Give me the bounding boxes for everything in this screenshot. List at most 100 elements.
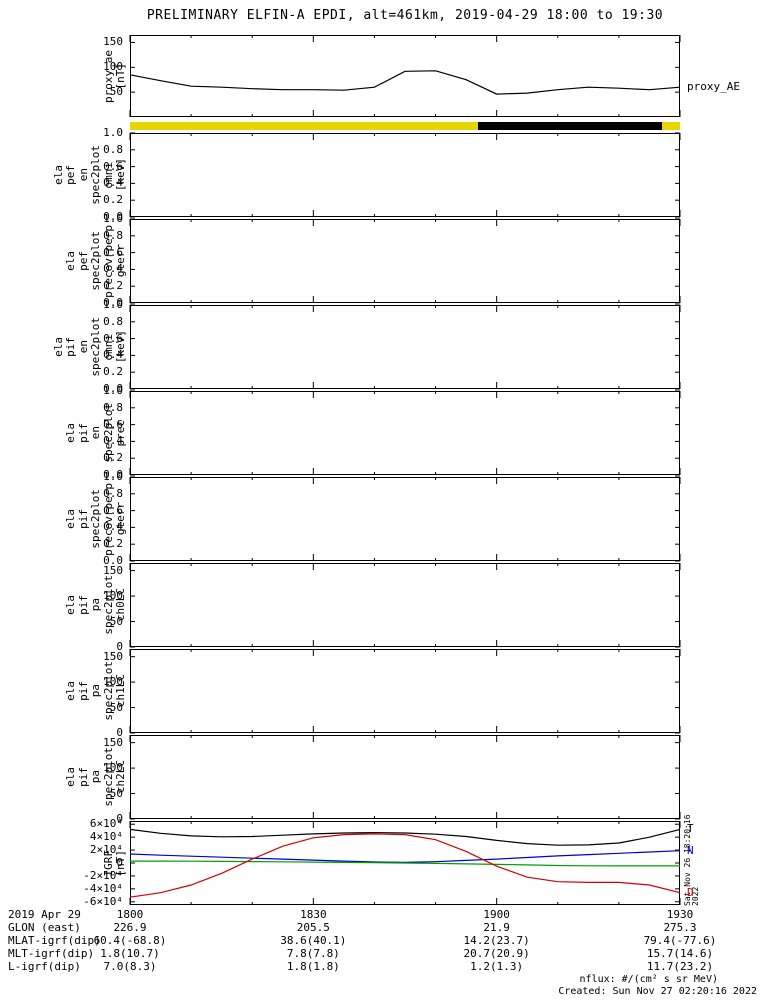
ytick-label: 0.6	[103, 245, 123, 259]
table-cell: 38.6(40.1)	[280, 934, 347, 947]
panel-border	[130, 391, 680, 475]
ytick-label: 0.8	[103, 486, 123, 500]
ytick-label: 0.4	[103, 434, 123, 448]
ytick-label: 0.2	[103, 451, 123, 465]
ytick-label: 0.2	[103, 365, 123, 379]
availability-segment	[478, 122, 662, 130]
ytick-label: 0.4	[103, 176, 123, 190]
ytick-label: 0.8	[103, 228, 123, 242]
ytick-label: 0.0	[103, 468, 123, 481]
ytick-label: 150	[103, 35, 123, 49]
ytick-label: 150	[103, 563, 123, 577]
table-cell: 205.5	[296, 921, 330, 934]
panel-ela_pif_pa_spec2plot_ch1LC	[129, 649, 681, 734]
ytick-label: 50	[109, 786, 123, 800]
table-cell: 21.9	[483, 921, 510, 934]
ytick-label: 0.0	[103, 382, 123, 395]
series-line-D	[129, 833, 681, 898]
table-row-label: MLT-igrf(dip)	[8, 947, 95, 960]
panel-border	[130, 219, 680, 303]
panel-border	[130, 735, 680, 819]
panel-ela_pif_en_spec2plot_omni	[129, 304, 681, 390]
ytick-label: 1.0	[103, 470, 123, 483]
table-row-label: L-igrf(dip)	[8, 960, 81, 973]
panel-ela_pif_pa_spec2plot_ch0LC	[129, 563, 681, 648]
series-label-N: N	[687, 843, 694, 857]
ytick-label: 4×10⁴	[89, 830, 123, 844]
ytick-label: 0	[116, 726, 123, 739]
ytick-label: 150	[103, 735, 123, 749]
ytick-label: 0.4	[103, 520, 123, 534]
table-cell: 1930	[666, 908, 694, 921]
panel-proxy_ae	[129, 35, 681, 117]
table-cell: 1830	[300, 908, 327, 921]
panel-border	[130, 563, 680, 647]
ytick-label: 0.2	[103, 193, 123, 207]
series-line-proxy_AE	[129, 70, 681, 95]
ytick-label: 0.0	[103, 296, 123, 309]
ytick-label: 150	[103, 649, 123, 663]
ytick-label: 0.8	[103, 314, 123, 328]
ytick-label: 2×10⁴	[89, 843, 123, 857]
ytick-label: 0.0	[103, 554, 123, 567]
table-cell: 1.8(10.7)	[100, 947, 160, 960]
table-cell: 275.3	[663, 921, 697, 934]
ytick-label: 0.4	[103, 262, 123, 276]
ytick-label: 50	[109, 614, 123, 628]
ytick-label: 50	[109, 700, 123, 714]
table-cell: 1900	[483, 908, 510, 921]
ytick-label: 6×10⁴	[89, 817, 123, 831]
ytick-label: 0.2	[103, 279, 123, 293]
table-row-label: 2019 Apr 29	[8, 908, 81, 921]
table-cell: 1.2(1.3)	[470, 960, 524, 973]
panel-ela_pef_spec2plot_precovrperp_gterr	[129, 218, 681, 304]
table-cell: 79.4(-77.6)	[643, 934, 717, 947]
ytick-label: -4×10⁴	[83, 881, 123, 895]
ytick-label: 0.2	[103, 537, 123, 551]
ytick-label: -6×10⁴	[83, 894, 123, 908]
ytick-label: 1.0	[103, 126, 123, 139]
table-cell: 14.2(23.7)	[463, 934, 530, 947]
ytick-label: 0	[116, 640, 123, 653]
nflux-units-note: nflux: #/(cm² s sr MeV)	[579, 974, 718, 985]
chart-title: PRELIMINARY ELFIN-A EPDI, alt=461km, 201…	[146, 8, 664, 23]
table-cell: 7.0(8.3)	[103, 960, 157, 973]
ytick-label: 0.6	[103, 417, 123, 431]
ytick-label: 100	[103, 60, 123, 74]
series-label-proxy_AE: proxy_AE	[687, 80, 740, 94]
ytick-label: 0.8	[103, 142, 123, 156]
ytick-label: 0.6	[103, 331, 123, 345]
ytick-label: 0	[116, 856, 123, 869]
panel-border	[130, 649, 680, 733]
table-cell: 1800	[116, 908, 144, 921]
ytick-label: 0.6	[103, 159, 123, 173]
series-line-E	[130, 860, 680, 867]
ytick-label: 0.4	[103, 348, 123, 362]
ytick-label: 100	[103, 761, 123, 775]
ytick-label: 1.0	[103, 212, 123, 225]
ytick-label: 0.6	[103, 503, 123, 517]
table-cell: 1.8(1.8)	[286, 960, 340, 973]
panel-ela_pif_pa_spec2plot_ch2LC	[129, 735, 681, 820]
table-cell: 20.7(20.9)	[463, 947, 530, 960]
ytick-label: 0	[116, 812, 123, 825]
series-line-T	[129, 828, 681, 846]
ytick-label: 100	[103, 675, 123, 689]
created-timestamp: Created: Sun Nov 27 02:20:16 2022	[558, 986, 757, 997]
series-line-N	[129, 850, 681, 864]
table-cell: 11.7(23.2)	[646, 960, 714, 973]
table-cell: 15.7(14.6)	[646, 947, 714, 960]
panel-border	[130, 305, 680, 389]
series-label-T: T	[687, 822, 694, 836]
table-row-label: MLAT-igrf(dip)	[8, 934, 101, 947]
ytick-label: 0.8	[103, 400, 123, 414]
panel-ela_pif_en_spec2plot_prec	[129, 390, 681, 476]
panel-border	[130, 35, 680, 117]
panel-border	[130, 133, 680, 217]
availability-segment	[661, 122, 680, 130]
table-cell: 7.8(7.8)	[286, 947, 340, 960]
ytick-label: 50	[109, 85, 123, 99]
table-cell: 60.4(-68.8)	[93, 934, 167, 947]
ytick-label: 1.0	[103, 298, 123, 311]
